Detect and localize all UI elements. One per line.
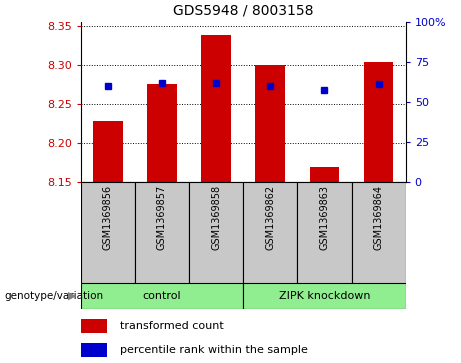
Title: GDS5948 / 8003158: GDS5948 / 8003158 bbox=[173, 4, 313, 18]
Bar bbox=[243, 283, 406, 309]
Bar bbox=[81, 343, 106, 357]
Bar bbox=[81, 319, 106, 333]
Text: GSM1369856: GSM1369856 bbox=[103, 184, 113, 250]
Text: GSM1369857: GSM1369857 bbox=[157, 184, 167, 250]
Text: GSM1369863: GSM1369863 bbox=[319, 184, 330, 249]
Bar bbox=[81, 182, 135, 283]
Bar bbox=[309, 167, 339, 182]
Bar bbox=[243, 182, 297, 283]
Text: GSM1369864: GSM1369864 bbox=[373, 184, 384, 249]
Text: percentile rank within the sample: percentile rank within the sample bbox=[120, 345, 307, 355]
Text: GSM1369862: GSM1369862 bbox=[265, 184, 275, 250]
Text: GSM1369858: GSM1369858 bbox=[211, 184, 221, 250]
Text: ZIPK knockdown: ZIPK knockdown bbox=[279, 291, 370, 301]
Bar bbox=[147, 84, 177, 182]
Text: ▶: ▶ bbox=[68, 291, 76, 301]
Bar bbox=[81, 283, 243, 309]
Bar bbox=[352, 182, 406, 283]
Bar bbox=[135, 182, 189, 283]
Bar bbox=[255, 65, 285, 182]
Bar bbox=[189, 182, 243, 283]
Bar bbox=[297, 182, 352, 283]
Text: genotype/variation: genotype/variation bbox=[5, 291, 104, 301]
Bar bbox=[364, 62, 394, 182]
Bar bbox=[93, 121, 123, 182]
Bar bbox=[201, 35, 231, 182]
Text: control: control bbox=[142, 291, 181, 301]
Text: transformed count: transformed count bbox=[120, 321, 224, 331]
